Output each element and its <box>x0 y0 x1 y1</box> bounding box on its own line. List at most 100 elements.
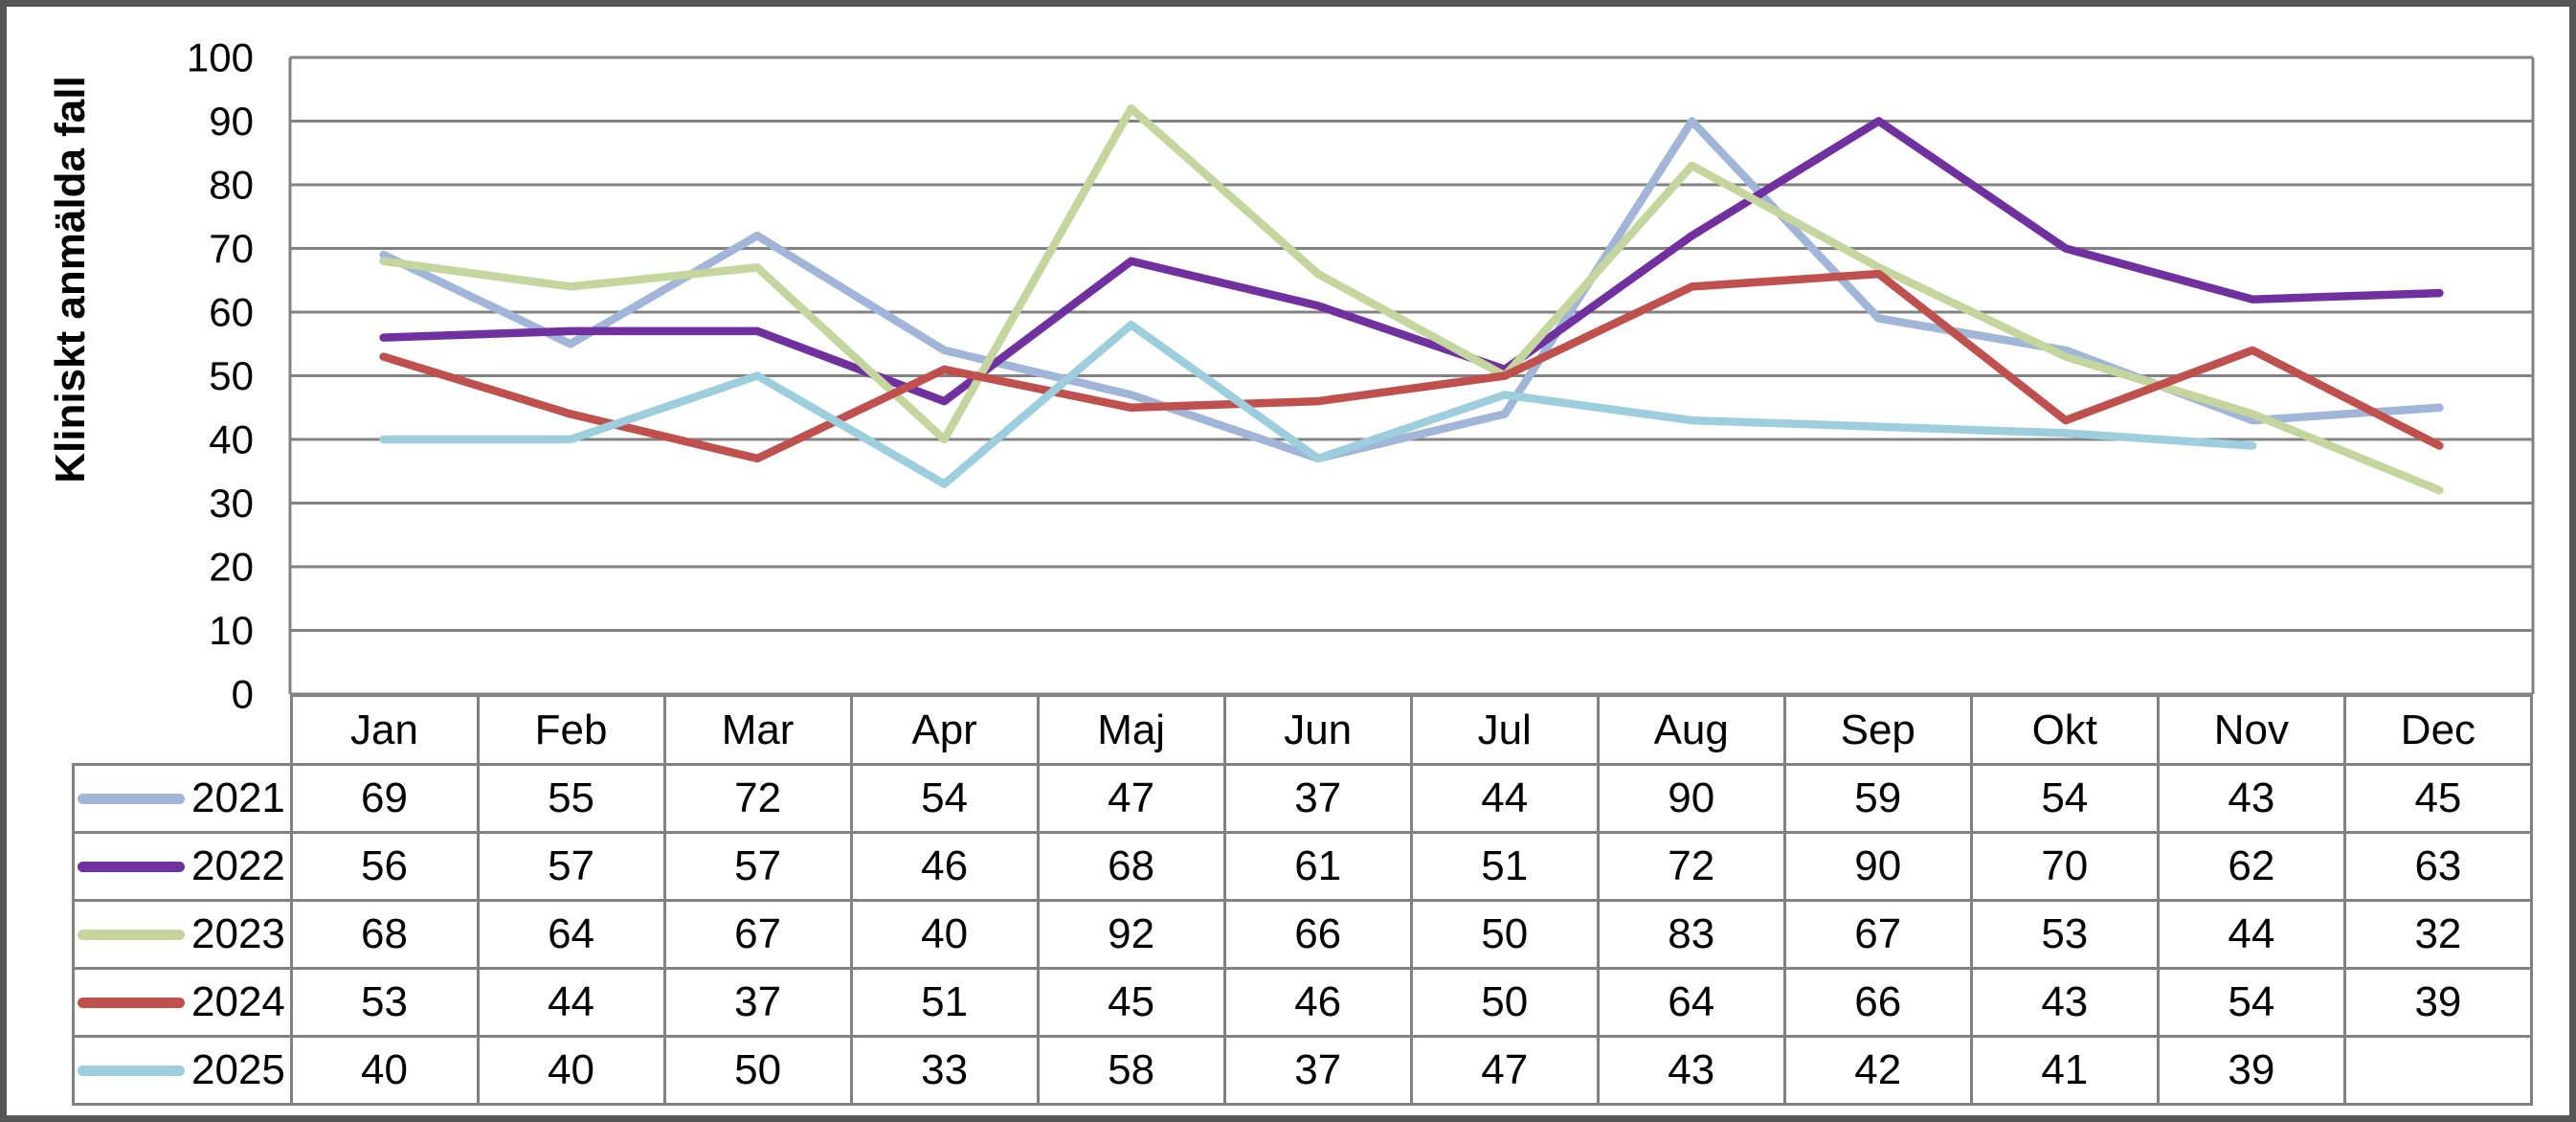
value-cell: 72 <box>1596 831 1786 902</box>
value-cell: 51 <box>849 967 1040 1038</box>
value-cell: 40 <box>289 1035 480 1106</box>
legend-year-label: 2023 <box>191 910 285 957</box>
value-cell: 53 <box>289 967 480 1038</box>
month-header: Aug <box>1596 694 1786 766</box>
month-header: Mar <box>662 694 853 766</box>
y-tick-label: 70 <box>209 226 254 271</box>
value-cell: 58 <box>1036 1035 1226 1106</box>
legend-year-label: 2021 <box>191 774 285 821</box>
value-cell: 44 <box>2156 899 2346 970</box>
legend-line-swatch <box>78 929 185 940</box>
legend-cell-2025: 2025 <box>72 1035 293 1106</box>
y-tick-label: 90 <box>209 99 254 144</box>
value-cell: 41 <box>1969 1035 2160 1106</box>
value-cell: 57 <box>662 831 853 902</box>
month-header: Feb <box>476 694 666 766</box>
y-tick-label: 20 <box>209 545 254 590</box>
value-cell: 83 <box>1596 899 1786 970</box>
value-cell: 59 <box>1782 763 1973 834</box>
series-line-2024 <box>379 269 2444 463</box>
month-header: Nov <box>2156 694 2346 766</box>
y-tick-label: 50 <box>209 353 254 398</box>
month-header: Okt <box>1969 694 2160 766</box>
value-cell <box>2342 1035 2534 1106</box>
value-cell: 32 <box>2342 899 2534 970</box>
value-cell: 37 <box>1222 763 1413 834</box>
month-header: Jan <box>289 694 480 766</box>
value-cell: 46 <box>849 831 1040 902</box>
value-cell: 55 <box>476 763 666 834</box>
value-cell: 54 <box>2156 967 2346 1038</box>
value-cell: 44 <box>1409 763 1600 834</box>
month-header: Maj <box>1036 694 1226 766</box>
value-cell: 50 <box>1409 967 1600 1038</box>
value-cell: 70 <box>1969 831 2160 902</box>
table-row-2025: 2025 40 40 50 33 58 37 47 43 42 41 39 <box>72 1035 2534 1106</box>
value-cell: 37 <box>1222 1035 1413 1106</box>
value-cell: 45 <box>1036 967 1226 1038</box>
value-cell: 67 <box>1782 899 1973 970</box>
series-line-2022 <box>379 117 2444 406</box>
legend-line-swatch <box>78 793 185 804</box>
legend-cell-2024: 2024 <box>72 967 293 1038</box>
value-cell: 39 <box>2342 967 2534 1038</box>
value-cell: 72 <box>662 763 853 834</box>
y-tick-label: 30 <box>209 481 254 526</box>
data-table: Jan Feb Mar Apr Maj Jun Jul Aug Sep Okt Nov Dec 2021… <box>72 694 2534 1106</box>
value-cell: 44 <box>476 967 666 1038</box>
legend-line-swatch <box>78 1065 185 1076</box>
value-cell: 45 <box>2342 763 2534 834</box>
y-tick-label: 10 <box>209 608 254 653</box>
legend-year-label: 2025 <box>191 1046 285 1093</box>
value-cell: 43 <box>2156 763 2346 834</box>
value-cell: 33 <box>849 1035 1040 1106</box>
value-cell: 50 <box>1409 899 1600 970</box>
table-corner-cell <box>73 695 291 766</box>
value-cell: 64 <box>476 899 666 970</box>
value-cell: 90 <box>1782 831 1973 902</box>
value-cell: 66 <box>1222 899 1413 970</box>
value-cell: 40 <box>849 899 1040 970</box>
y-tick-label: 80 <box>209 163 254 208</box>
value-cell: 54 <box>849 763 1040 834</box>
value-cell: 54 <box>1969 763 2160 834</box>
value-cell: 53 <box>1969 899 2160 970</box>
month-header: Jul <box>1409 694 1600 766</box>
legend-year-label: 2024 <box>191 978 285 1025</box>
legend-cell-2021: 2021 <box>72 763 293 834</box>
legend-line-swatch <box>78 861 185 872</box>
value-cell: 67 <box>662 899 853 970</box>
value-cell: 92 <box>1036 899 1226 970</box>
value-cell: 43 <box>1596 1035 1786 1106</box>
y-tick-label: 60 <box>209 290 254 335</box>
month-header: Apr <box>849 694 1040 766</box>
legend-cell-2023: 2023 <box>72 899 293 970</box>
series-line-2025 <box>379 321 2257 488</box>
y-tick-label: 100 <box>187 35 254 80</box>
value-cell: 57 <box>476 831 666 902</box>
value-cell: 61 <box>1222 831 1413 902</box>
value-cell: 47 <box>1036 763 1226 834</box>
value-cell: 63 <box>2342 831 2534 902</box>
month-header: Dec <box>2342 694 2534 766</box>
month-header-row: Jan Feb Mar Apr Maj Jun Jul Aug Sep Okt Nov Dec <box>73 694 2534 766</box>
value-cell: 51 <box>1409 831 1600 902</box>
legend-year-label: 2022 <box>191 842 285 889</box>
table-row-2021: 2021 69 55 72 54 47 37 44 90 59 54 43 45 <box>72 763 2534 834</box>
value-cell: 42 <box>1782 1035 1973 1106</box>
value-cell: 62 <box>2156 831 2346 902</box>
legend-cell-2022: 2022 <box>72 831 293 902</box>
value-cell: 43 <box>1969 967 2160 1038</box>
series-line-2021 <box>379 117 2444 463</box>
value-cell: 37 <box>662 967 853 1038</box>
value-cell: 47 <box>1409 1035 1600 1106</box>
month-header: Jun <box>1222 694 1413 766</box>
value-cell: 66 <box>1782 967 1973 1038</box>
value-cell: 50 <box>662 1035 853 1106</box>
table-row-2023: 2023 68 64 67 40 92 66 50 83 67 53 44 32 <box>72 899 2534 970</box>
month-header: Sep <box>1782 694 1973 766</box>
value-cell: 39 <box>2156 1035 2346 1106</box>
value-cell: 68 <box>1036 831 1226 902</box>
